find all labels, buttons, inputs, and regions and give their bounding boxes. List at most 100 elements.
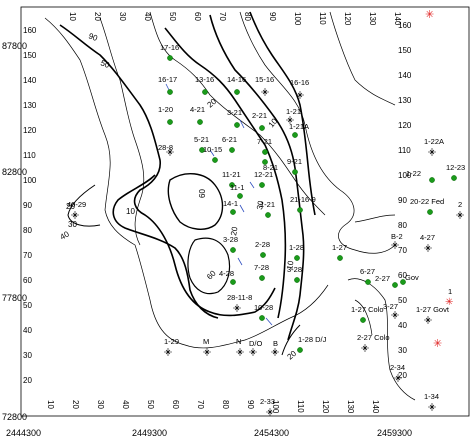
- well[interactable]: Gov: [400, 273, 419, 285]
- well[interactable]: 2-27 Colo: [357, 333, 390, 352]
- bottom-grid-number: 130: [346, 400, 355, 414]
- well[interactable]: 5-21: [194, 135, 209, 153]
- well[interactable]: 3-28: [223, 235, 238, 253]
- well[interactable]: 28-11-8: [227, 293, 252, 312]
- well[interactable]: B: [271, 339, 279, 356]
- right-grid-number: 70: [398, 246, 407, 255]
- well[interactable]: 6-21: [222, 135, 237, 153]
- well[interactable]: 7-28: [254, 263, 269, 281]
- contour-line: [354, 214, 396, 223]
- well[interactable]: 3-27: [383, 302, 399, 319]
- top-grid-number: 80: [243, 12, 252, 21]
- contour-label: 10: [285, 259, 296, 270]
- well[interactable]: 1-34: [424, 392, 439, 411]
- dry-hole-icon: [391, 311, 399, 319]
- well[interactable]: 1-21A: [289, 122, 309, 138]
- producer-well-icon: [429, 177, 435, 183]
- well[interactable]: 11-1: [230, 183, 244, 199]
- producer-well-icon: [400, 279, 406, 285]
- well[interactable]: 12-23: [446, 163, 465, 181]
- well[interactable]: ✳1: [445, 287, 453, 308]
- dry-hole-icon: [261, 88, 269, 96]
- contour-line: [67, 184, 101, 227]
- well[interactable]: 10-28: [254, 303, 273, 321]
- dry-hole-icon: [166, 148, 174, 156]
- well[interactable]: 4-28: [219, 269, 236, 285]
- well[interactable]: 1-29: [164, 337, 179, 356]
- contour-line: [167, 173, 224, 230]
- well[interactable]: 12-21: [254, 170, 273, 188]
- right-grid-number: 50: [398, 296, 407, 305]
- left-grid-number: 110: [23, 151, 36, 160]
- producer-well-icon: [337, 255, 343, 261]
- left-grid-number: 70: [23, 251, 32, 260]
- top-grid-numbers: 10 20 30 40 50 60 70 80 90 100 110 120 1…: [68, 12, 402, 26]
- contour-label: 40: [59, 229, 72, 242]
- producer-well-icon: [234, 122, 240, 128]
- well[interactable]: 1-20: [158, 105, 173, 125]
- well[interactable]: 2-33: [260, 397, 275, 416]
- well-label: 20-22 Fed: [410, 197, 444, 206]
- well[interactable]: 2-27: [375, 274, 398, 288]
- contour-label: 60: [205, 268, 218, 281]
- well[interactable]: B-2: [391, 232, 403, 249]
- wells-layer: 17-16 16-17 13-16 14-16 15-16 16-16 1-20 4-21 3-…: [67, 9, 465, 416]
- well[interactable]: 3-21: [227, 108, 242, 128]
- well[interactable]: 28-8: [158, 143, 174, 156]
- well[interactable]: 1-21: [260, 200, 275, 218]
- well[interactable]: 21-16-9: [290, 195, 316, 213]
- well[interactable]: 14-16: [227, 75, 246, 95]
- producer-well-icon: [294, 277, 300, 283]
- producer-well-icon: [167, 89, 173, 95]
- well[interactable]: 14-1: [223, 199, 238, 215]
- producer-well-icon: [262, 159, 268, 165]
- producer-well-icon: [360, 317, 366, 323]
- producer-well-icon: [297, 207, 303, 213]
- well[interactable]: M: [203, 337, 211, 356]
- well-label: 1-34: [424, 392, 439, 401]
- well[interactable]: 1-21: [286, 107, 301, 124]
- well[interactable]: N: [236, 337, 244, 356]
- well[interactable]: 3-28: [287, 265, 302, 283]
- well-label: 1-20: [158, 105, 173, 114]
- well-label: 2-27: [375, 274, 390, 283]
- well[interactable]: 20-22 Fed: [410, 197, 444, 215]
- well[interactable]: 11-21: [222, 170, 241, 188]
- well[interactable]: 2-34: [390, 363, 405, 382]
- well[interactable]: 9-21: [287, 157, 302, 175]
- well[interactable]: D/O: [249, 339, 263, 356]
- well[interactable]: 6-27: [360, 267, 375, 285]
- right-grid-numbers: 160 150 140 130 120 110 100 90 80 70 60 …: [398, 21, 412, 380]
- well[interactable]: 2: [456, 200, 464, 219]
- well[interactable]: 4-27: [420, 233, 435, 252]
- well[interactable]: 16-16: [290, 78, 309, 99]
- well-label: 2-33: [260, 397, 275, 406]
- well[interactable]: 1-28: [289, 243, 304, 261]
- well[interactable]: 1-22: [406, 169, 435, 183]
- dry-hole-icon: [391, 241, 399, 249]
- well[interactable]: 2-28: [255, 240, 270, 258]
- well-label: 2-28: [255, 240, 270, 249]
- well[interactable]: 40-29: [67, 200, 86, 219]
- well-label: 7-21: [257, 137, 272, 146]
- well[interactable]: 1-28 D/J: [297, 335, 327, 353]
- well[interactable]: 1-27: [332, 243, 347, 261]
- well[interactable]: 1-22A: [424, 137, 444, 156]
- well[interactable]: 10-15: [203, 145, 222, 163]
- well[interactable]: 17-16: [160, 43, 179, 61]
- well[interactable]: 15-16: [255, 75, 274, 96]
- contour-label: 30: [68, 220, 77, 229]
- well[interactable]: 1-27 Colo: [351, 305, 384, 323]
- well[interactable]: 2-21: [252, 111, 267, 131]
- well[interactable]: 1-27 Govt: [416, 305, 450, 324]
- well[interactable]: 4-21: [190, 105, 205, 125]
- producer-well-icon: [259, 182, 265, 188]
- well[interactable]: 8-21: [262, 159, 278, 172]
- well[interactable]: 13-16: [195, 75, 214, 95]
- well[interactable]: 16-17: [158, 75, 177, 95]
- well[interactable]: 7-21: [257, 137, 272, 155]
- well-label: 17-16: [160, 43, 179, 52]
- producer-well-icon: [292, 169, 298, 175]
- producer-well-icon: [229, 147, 235, 153]
- well-label: 14-16: [227, 75, 246, 84]
